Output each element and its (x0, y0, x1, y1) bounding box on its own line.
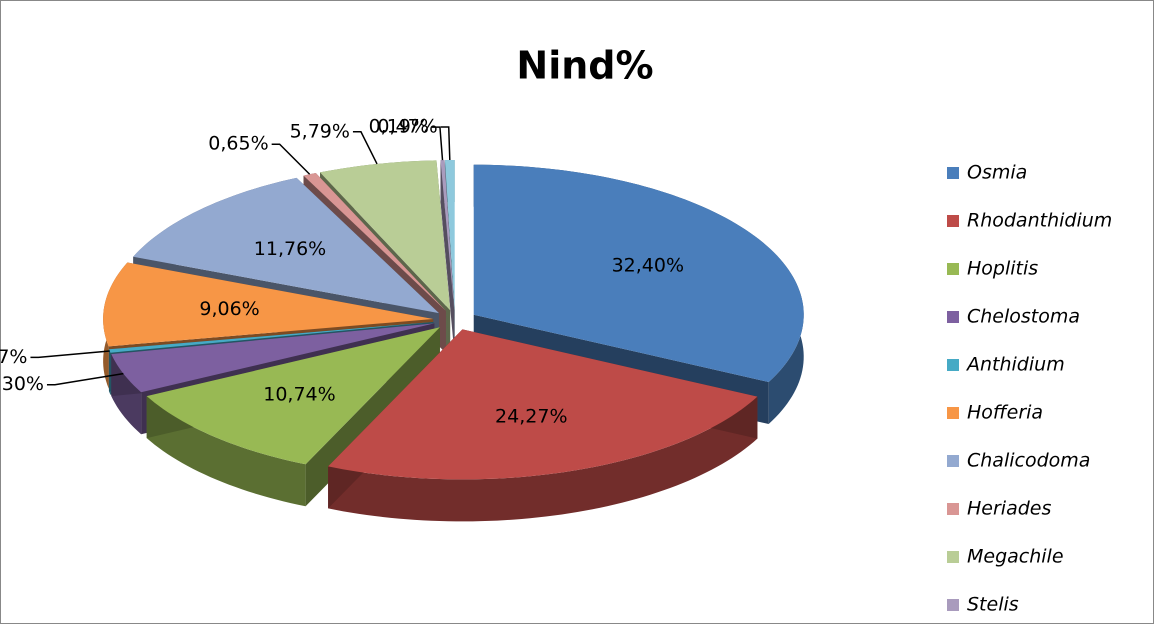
slice-side (328, 396, 758, 522)
legend-swatch (947, 599, 959, 611)
leader-line (440, 126, 451, 161)
chart-title: Nind% (516, 44, 653, 88)
data-label: 24,27% (495, 405, 567, 427)
legend-swatch (947, 263, 959, 275)
legend-swatch (947, 359, 959, 371)
legend-label: Rhodanthidium (967, 210, 1112, 232)
leader-line (271, 143, 311, 175)
leader-line (352, 131, 378, 165)
slice (146, 327, 440, 465)
legend-label: Stelis (967, 594, 1019, 616)
legend-swatch (947, 503, 959, 515)
legend-label: Chelostoma (967, 306, 1080, 328)
legend-swatch (947, 167, 959, 179)
data-label: 0,19% (369, 116, 429, 138)
legend-label: Chalicodoma (967, 450, 1090, 472)
slice-wall (440, 160, 455, 353)
legend-swatch (947, 455, 959, 467)
data-label: 9,06% (199, 298, 259, 320)
data-label: 0,47% (377, 116, 437, 138)
legend-label: Heriades (967, 498, 1051, 520)
legend-swatch (947, 215, 959, 227)
slice (108, 321, 434, 353)
legend-label: Hoplitis (967, 258, 1038, 280)
legend-label: Hofferia (967, 402, 1043, 424)
data-label: 32,40% (612, 254, 684, 276)
slice (111, 323, 435, 393)
slice (444, 160, 455, 311)
slice (133, 177, 439, 314)
slice (303, 173, 446, 311)
data-label: 11,76% (254, 238, 326, 260)
legend-label: Anthidium (965, 354, 1065, 376)
legend-label: Osmia (967, 162, 1027, 184)
data-label: 0,65% (208, 133, 268, 155)
leader-line (30, 350, 110, 359)
slice (473, 164, 804, 383)
slice (328, 329, 758, 480)
data-label: 5,79% (290, 120, 350, 142)
leader-line (431, 126, 444, 161)
legend-label: Megachile (967, 546, 1064, 568)
leader-line (46, 372, 124, 386)
slice (440, 160, 455, 311)
data-label: 4,30% (0, 373, 44, 395)
legend-swatch (947, 551, 959, 563)
data-label: 10,74% (263, 383, 335, 405)
data-label: 0,37% (0, 346, 27, 368)
legend-swatch (947, 407, 959, 419)
slice (320, 160, 451, 311)
slice (103, 262, 434, 347)
legend-swatch (947, 311, 959, 323)
